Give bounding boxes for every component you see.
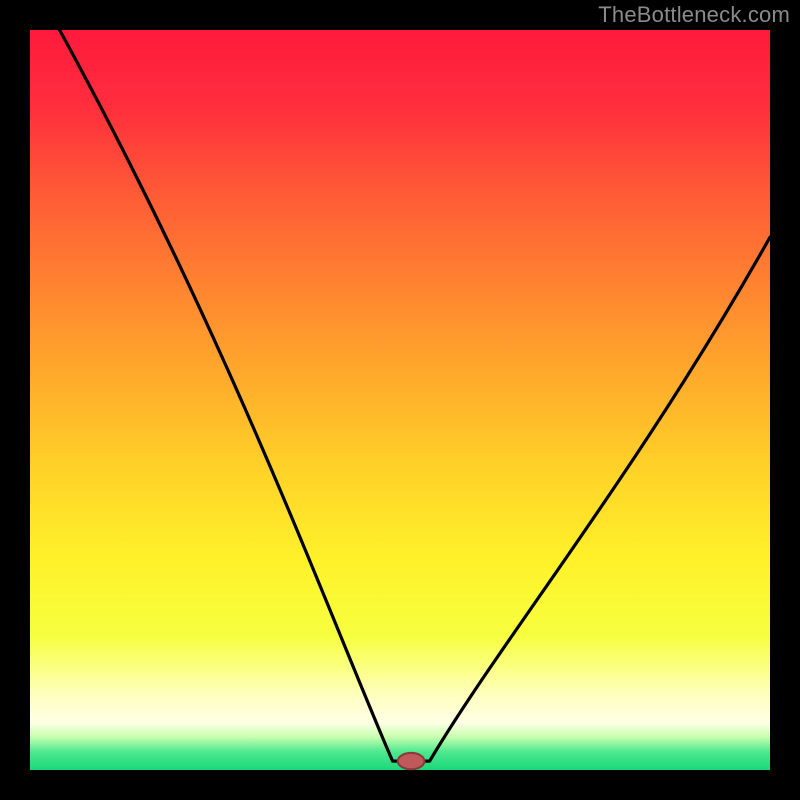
bottleneck-chart: TheBottleneck.com: [0, 0, 800, 800]
watermark-text: TheBottleneck.com: [598, 2, 790, 28]
optimal-point-marker: [398, 753, 425, 769]
heat-gradient-bg: [30, 30, 770, 770]
chart-svg: [0, 0, 800, 800]
